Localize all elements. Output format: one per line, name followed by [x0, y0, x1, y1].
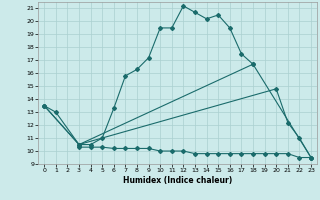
X-axis label: Humidex (Indice chaleur): Humidex (Indice chaleur)	[123, 176, 232, 185]
